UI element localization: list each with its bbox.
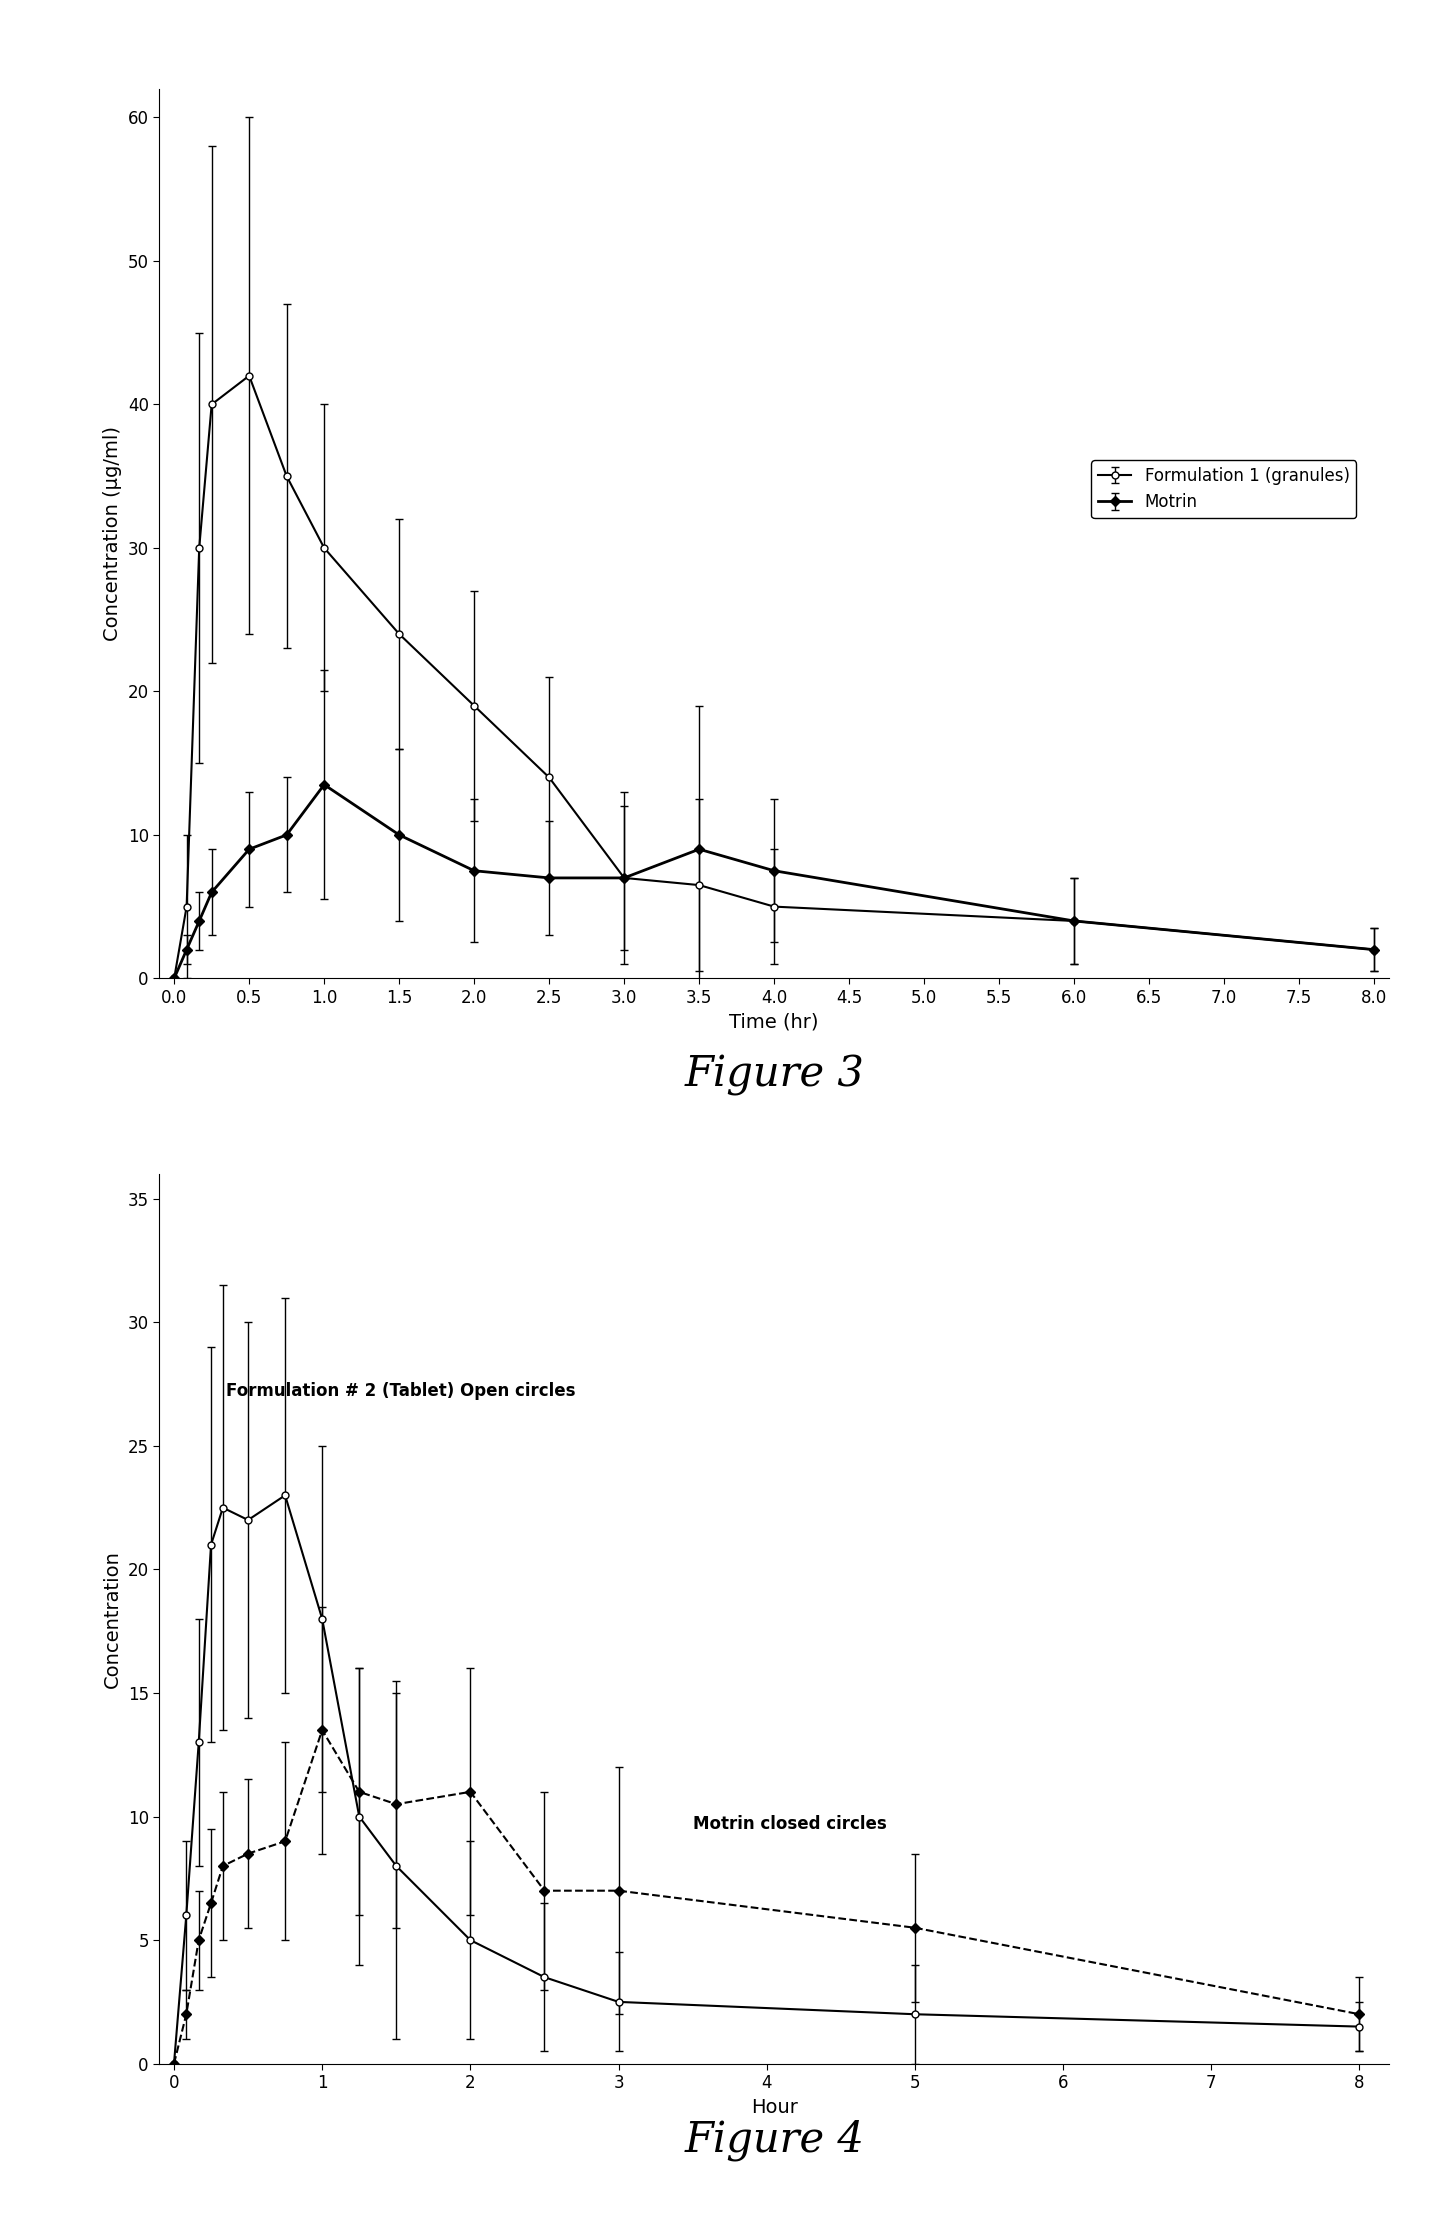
- Text: Figure 3: Figure 3: [684, 1054, 864, 1096]
- Y-axis label: Concentration: Concentration: [103, 1549, 122, 1689]
- Text: Motrin closed circles: Motrin closed circles: [693, 1815, 887, 1833]
- Y-axis label: Concentration (µg/ml): Concentration (µg/ml): [103, 426, 122, 641]
- Legend: Formulation 1 (granules), Motrin: Formulation 1 (granules), Motrin: [1091, 459, 1356, 517]
- Text: Figure 4: Figure 4: [684, 2119, 864, 2161]
- X-axis label: Time (hr): Time (hr): [729, 1012, 819, 1032]
- X-axis label: Hour: Hour: [751, 2097, 797, 2117]
- Text: Formulation # 2 (Tablet) Open circles: Formulation # 2 (Tablet) Open circles: [226, 1382, 576, 1400]
